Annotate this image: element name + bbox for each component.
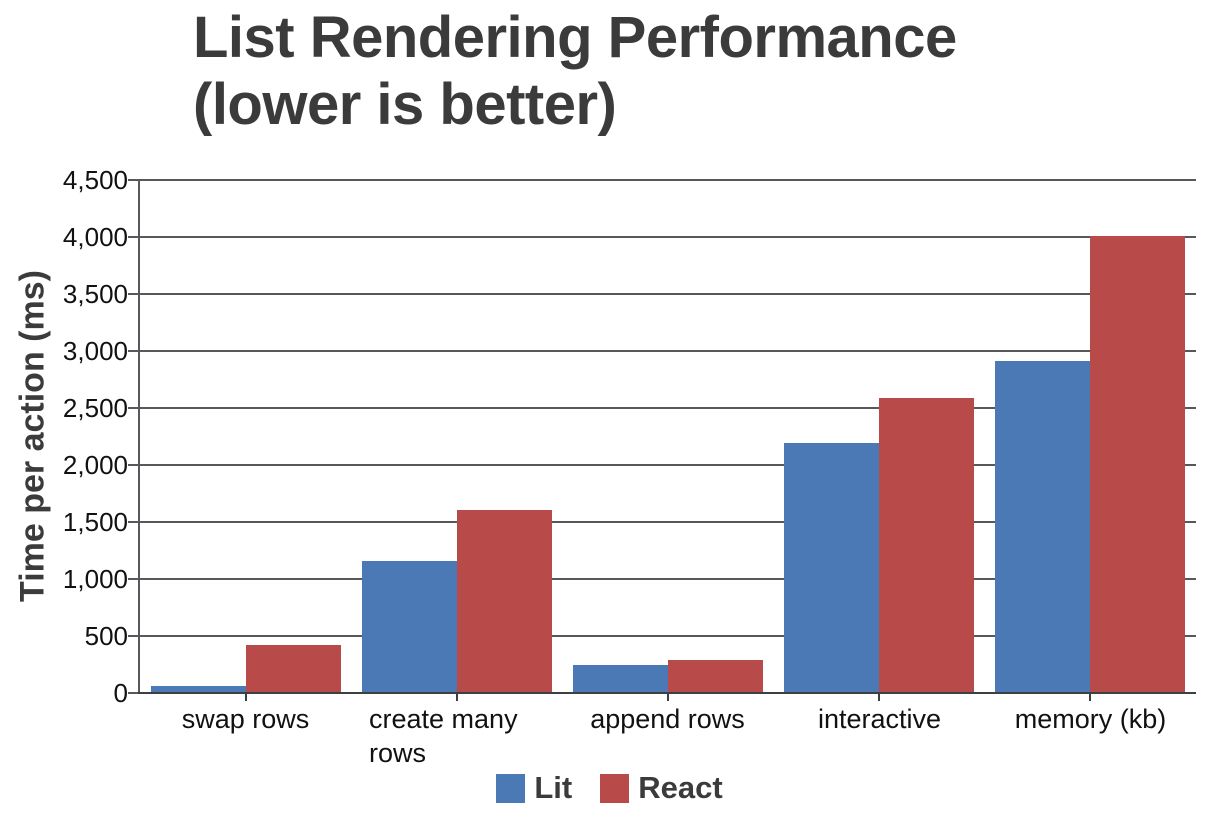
- y-tick-mark-0: [128, 692, 140, 694]
- category-label-interactive: interactive: [774, 702, 985, 736]
- y-tick-mark-2500: [128, 407, 140, 409]
- gridline-4500: [140, 179, 1196, 181]
- legend-swatch-react: [600, 773, 630, 803]
- gridline-3000: [140, 350, 1196, 352]
- bar-lit-create-many-rows: [362, 561, 457, 692]
- y-tick-label-4000: 4,000: [62, 222, 128, 252]
- bar-lit-append-rows: [573, 665, 668, 692]
- legend-item-lit: Lit: [496, 770, 572, 806]
- x-tick-mark-create-many-rows: [456, 694, 458, 701]
- y-tick-label-2500: 2,500: [62, 393, 128, 423]
- bar-react-interactive: [879, 398, 974, 692]
- y-tick-label-2000: 2,000: [62, 450, 128, 480]
- x-tick-mark-append-rows: [667, 694, 669, 701]
- category-label-memory-kb: memory (kb): [985, 702, 1196, 736]
- legend-swatch-lit: [496, 773, 526, 803]
- y-tick-mark-500: [128, 635, 140, 637]
- bar-lit-memory-kb: [995, 361, 1090, 692]
- legend-label-react: React: [638, 770, 723, 805]
- legend-item-react: React: [600, 770, 723, 806]
- category-label-text: memory (kb): [1014, 704, 1167, 734]
- gridline-500: [140, 635, 1196, 637]
- y-tick-mark-4500: [128, 179, 140, 181]
- y-tick-label-3000: 3,000: [62, 336, 128, 366]
- bar-react-memory-kb: [1090, 236, 1185, 692]
- y-tick-label-500: 500: [84, 621, 128, 651]
- legend: Lit React: [0, 770, 1219, 806]
- category-label-swap-rows: swap rows: [140, 702, 351, 736]
- y-tick-label-0: 0: [113, 678, 128, 708]
- y-tick-label-4500: 4,500: [62, 165, 128, 195]
- y-tick-mark-3500: [128, 293, 140, 295]
- legend-label-lit: Lit: [534, 770, 573, 805]
- category-label-create-many-rows: create many rows: [351, 702, 562, 770]
- y-tick-mark-3000: [128, 350, 140, 352]
- y-tick-mark-1000: [128, 578, 140, 580]
- gridline-1500: [140, 521, 1196, 523]
- y-tick-mark-1500: [128, 521, 140, 523]
- chart-title-line1: List Rendering Performance: [193, 5, 957, 70]
- chart-title-line2: (lower is better): [193, 72, 617, 137]
- x-tick-mark-swap-rows: [245, 694, 247, 701]
- y-tick-label-1500: 1,500: [62, 507, 128, 537]
- chart-title: List Rendering Performance (lower is bet…: [193, 4, 957, 138]
- y-tick-mark-4000: [128, 236, 140, 238]
- gridline-1000: [140, 578, 1196, 580]
- x-axis-line: [138, 692, 1196, 694]
- gridline-4000: [140, 236, 1196, 238]
- bar-lit-swap-rows: [151, 686, 246, 692]
- category-label-append-rows: append rows: [562, 702, 773, 736]
- category-label-text: create many rows: [369, 704, 518, 768]
- plot-area: [128, 179, 1196, 701]
- gridline-3500: [140, 293, 1196, 295]
- gridline-2500: [140, 407, 1196, 409]
- category-label-text: swap rows: [181, 704, 310, 734]
- gridline-2000: [140, 464, 1196, 466]
- category-label-text: interactive: [817, 704, 942, 734]
- x-tick-mark-memory-kb: [1089, 694, 1091, 701]
- y-axis-line: [138, 179, 140, 694]
- bar-react-swap-rows: [246, 645, 341, 692]
- category-label-text: append rows: [590, 704, 745, 734]
- y-axis-title: Time per action (ms): [13, 270, 52, 602]
- y-tick-label-3500: 3,500: [62, 279, 128, 309]
- bar-react-append-rows: [668, 660, 763, 692]
- y-tick-mark-2000: [128, 464, 140, 466]
- y-tick-label-1000: 1,000: [62, 564, 128, 594]
- bar-react-create-many-rows: [457, 510, 552, 692]
- x-tick-mark-interactive: [878, 694, 880, 701]
- bar-lit-interactive: [784, 443, 879, 692]
